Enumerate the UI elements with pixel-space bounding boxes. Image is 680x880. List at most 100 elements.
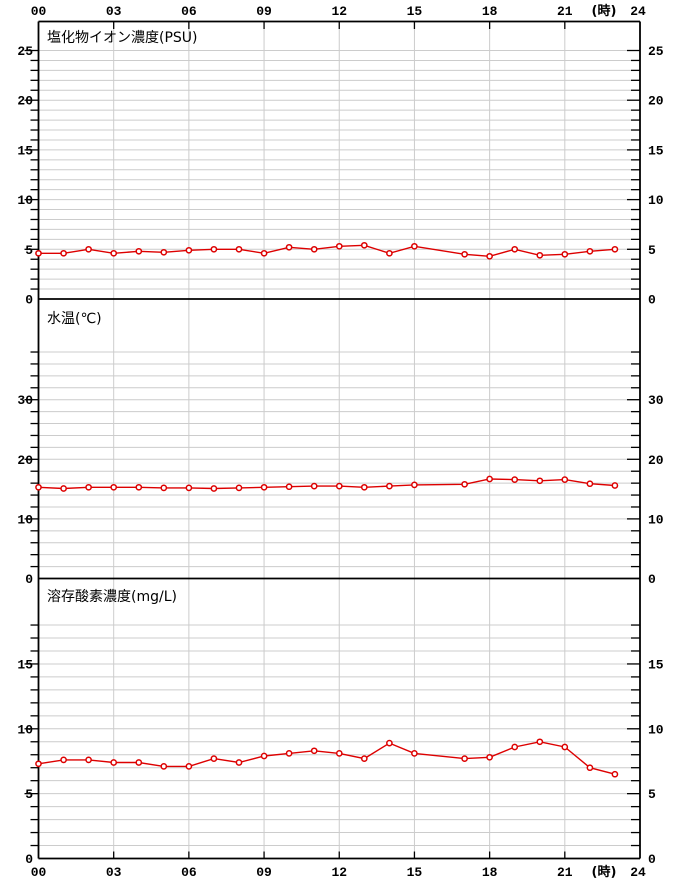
hour-unit-label-bottom: (時) [592,864,617,880]
y-tick-label-right: 20 [648,94,664,109]
hour-label-top: 06 [181,4,197,19]
data-point-marker [60,485,67,492]
data-point-marker [260,249,268,257]
data-point-marker [35,483,42,491]
y-tick-label-left: 25 [17,44,33,59]
data-point-marker [611,482,619,489]
data-point-marker [461,250,468,258]
hour-label-top: 09 [256,4,272,19]
data-point-marker [335,750,343,757]
y-tick-label-left: 30 [17,393,33,408]
data-point-marker [235,759,243,766]
y-tick-label-left: 5 [25,787,33,802]
data-point-marker [210,245,218,253]
chart-3-gridlines [38,578,640,859]
y-tick-label-right: 15 [648,657,664,672]
data-point-marker [135,483,143,491]
y-tick-label-right: 10 [648,722,664,737]
y-tick-label-left: 15 [17,657,33,672]
data-point-marker [235,245,243,253]
hour-label-bottom: 09 [256,865,272,880]
data-point-marker [35,760,42,768]
chart-3-title: 溶存酸素濃度(mg/L) [47,589,177,605]
y-tick-label-left: 10 [17,512,33,527]
data-point-marker [411,242,418,250]
data-point-marker [386,482,393,490]
data-point-marker [110,249,118,257]
y-tick-label-left: 5 [25,243,33,258]
data-point-marker [85,245,92,253]
hour-label-bottom: 06 [181,865,197,880]
data-point-marker [60,756,67,764]
data-point-marker [586,247,594,255]
y-tick-label-right: 5 [648,787,656,802]
y-tick-label-left: 0 [25,293,33,308]
y-tick-label-left: 0 [25,572,33,587]
data-point-marker [285,243,293,251]
data-point-marker [611,770,619,778]
data-point-marker [360,755,368,762]
chart-1-gridlines [38,21,640,299]
data-point-marker [386,249,393,257]
hour-label-bottom: 15 [407,865,423,880]
hour-label-bottom: 12 [331,865,347,880]
chart-1-series [35,241,619,260]
chart-3-ylabels: 0 0 5 5 10 10 15 15 [17,657,663,867]
y-tick-label-right: 20 [648,453,664,468]
data-point-marker [511,476,519,483]
data-point-marker [285,750,293,757]
data-point-marker [235,484,243,492]
data-point-marker [260,483,268,491]
y-tick-label-left: 0 [25,852,33,867]
data-point-marker [110,759,118,766]
data-point-marker [611,245,619,253]
chart-2-ylabels: 0 0 10 10 20 20 30 30 [17,393,663,587]
data-point-marker [486,252,493,260]
hour-label-top: 15 [407,4,423,19]
y-tick-label-left: 10 [17,722,33,737]
data-point-marker [135,759,143,766]
data-point-marker [310,245,318,253]
data-point-marker [210,755,218,762]
data-point-marker [135,247,143,255]
data-point-marker [511,245,519,253]
data-point-marker [210,485,218,492]
y-tick-label-right: 10 [648,193,664,208]
data-point-marker [185,246,193,254]
data-point-marker [160,248,168,256]
y-tick-label-left: 10 [17,193,33,208]
data-point-marker [185,763,193,770]
y-tick-label-right: 25 [648,44,664,59]
y-tick-label-right: 15 [648,143,664,158]
data-point-marker [461,480,468,488]
hour-labels: 00 00 03 03 06 06 09 09 12 12 15 15 18 18 21 21 24 24 (時) (… [31,3,646,880]
data-point-marker [360,483,368,491]
hour-label-top: 00 [31,4,47,19]
chart-2-title: 水温(℃) [47,311,102,327]
data-point-marker [285,483,293,491]
y-tick-label-right: 5 [648,243,656,258]
y-tick-label-right: 0 [648,852,656,867]
data-point-marker [160,763,168,770]
hour-label-top: 03 [106,4,122,19]
data-point-marker [160,484,168,492]
data-point-marker [60,249,67,257]
hour-label-bottom: 03 [106,865,122,880]
hour-label-bottom: 24 [630,865,646,880]
hour-label-bottom: 00 [31,865,47,880]
data-point-marker [486,753,493,761]
hour-label-top: 21 [557,4,573,19]
y-tick-label-right: 30 [648,393,664,408]
data-point-marker [536,477,544,485]
data-point-marker [536,251,544,259]
data-point-marker [85,483,92,491]
y-tick-label-left: 15 [17,143,33,158]
data-point-marker [561,743,569,751]
chart-3-series [35,738,619,778]
chart-2-yticks [24,351,640,568]
data-point-marker [511,743,519,751]
data-point-marker [35,249,42,257]
hour-label-top: 12 [331,4,347,19]
